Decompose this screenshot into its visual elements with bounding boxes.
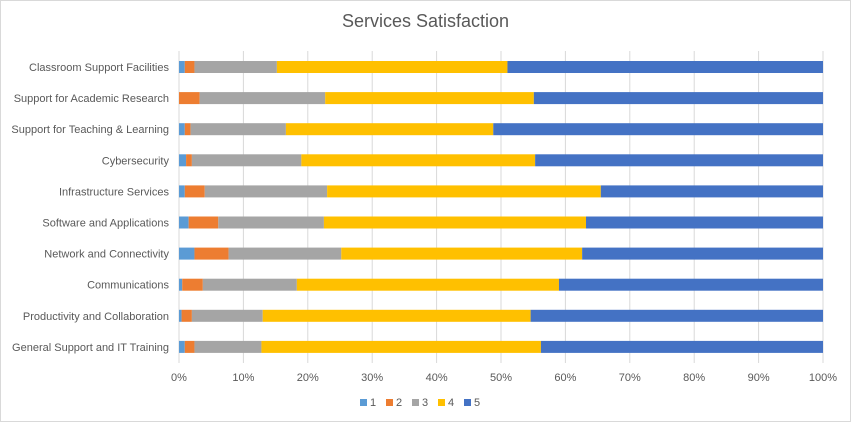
category-label: General Support and IT Training	[12, 342, 169, 354]
bar-segment-2	[194, 247, 229, 260]
category-label: Support for Teaching & Learning	[11, 124, 169, 136]
bar-segment-3	[194, 61, 277, 73]
x-tick-label: 50%	[490, 372, 512, 384]
bar-segment-2	[181, 309, 192, 322]
chart-title: Services Satisfaction	[341, 11, 510, 31]
bar-segment-5	[507, 61, 823, 73]
bar-segment-2	[184, 185, 205, 198]
legend-label: 5	[474, 397, 480, 409]
bar-segment-2	[182, 278, 203, 291]
bar-segment-2	[188, 216, 219, 229]
category-label: Productivity and Collaboration	[23, 311, 169, 323]
category-label: Cybersecurity	[102, 155, 170, 167]
category-label: Classroom Support Facilities	[29, 62, 169, 74]
bar-segment-1	[179, 309, 182, 322]
category-labels: Classroom Support Facilities Support for …	[11, 62, 169, 354]
bar-segment-3	[218, 216, 324, 229]
x-tick-label: 90%	[748, 372, 770, 384]
bar-segment-1	[179, 216, 189, 229]
bar-segment-4	[276, 61, 508, 73]
bar-segment-3	[190, 123, 286, 136]
bar-segment-2	[184, 61, 195, 73]
bar-segment-2	[186, 154, 192, 167]
bar-segment-2	[184, 340, 195, 353]
bar-segment-1	[179, 185, 185, 198]
bar-segment-3	[228, 247, 342, 260]
bar-segment-4	[296, 278, 559, 291]
legend-swatch-1	[360, 399, 367, 406]
bar-segment-1	[179, 340, 185, 353]
bar-segment-3	[191, 309, 263, 322]
bar-segment-3	[194, 340, 262, 353]
bar-segment-2	[184, 123, 191, 136]
x-tick-label: 100%	[809, 372, 837, 384]
bar-segment-1	[179, 123, 185, 136]
x-tick-label: 0%	[171, 372, 187, 384]
bar-segment-5	[558, 278, 823, 291]
bar-segment-4	[262, 309, 531, 322]
bar-segment-3	[191, 154, 302, 167]
bar-segment-5	[586, 216, 823, 229]
legend-swatch-2	[386, 399, 393, 406]
category-label: Infrastructure Services	[59, 186, 170, 198]
legend-label: 4	[448, 397, 454, 409]
category-label: Communications	[87, 280, 169, 292]
bar-segment-5	[493, 123, 823, 136]
bar-segment-3	[202, 278, 297, 291]
bar-segment-1	[179, 247, 195, 260]
bars	[179, 61, 823, 353]
bar-segment-1	[179, 278, 183, 291]
legend-swatch-4	[438, 399, 445, 406]
bar-segment-4	[327, 185, 601, 198]
bar-segment-1	[179, 61, 185, 73]
x-tick-label: 10%	[232, 372, 254, 384]
bar-segment-5	[533, 92, 823, 105]
bar-segment-5	[600, 185, 823, 198]
bar-segment-4	[301, 154, 536, 167]
x-tick-label: 70%	[619, 372, 641, 384]
category-label: Software and Applications	[42, 218, 169, 230]
bar-segment-5	[540, 340, 823, 353]
x-tick-label: 30%	[361, 372, 383, 384]
x-tick-label: 60%	[554, 372, 576, 384]
x-tick-label: 80%	[683, 372, 705, 384]
category-label: Network and Connectivity	[44, 249, 169, 261]
bar-segment-5	[535, 154, 823, 167]
x-tick-label: 40%	[426, 372, 448, 384]
legend-swatch-5	[464, 399, 471, 406]
bar-segment-2	[179, 92, 200, 105]
bar-segment-5	[530, 309, 823, 322]
bar-segment-5	[582, 247, 823, 260]
legend-label: 1	[370, 397, 376, 409]
bar-segment-4	[323, 216, 587, 229]
legend-swatch-3	[412, 399, 419, 406]
bar-segment-4	[341, 247, 583, 260]
bar-segment-3	[204, 185, 328, 198]
bar-segment-1	[179, 154, 187, 167]
category-label: Support for Academic Research	[14, 93, 169, 105]
legend: 1 2 3 4 5	[360, 397, 480, 409]
bar-segment-3	[199, 92, 326, 105]
x-tick-label: 20%	[297, 372, 319, 384]
x-tick-labels: 0% 10% 20% 30% 40% 50% 60% 70% 80% 90% 100%	[171, 372, 837, 384]
bar-segment-4	[285, 123, 494, 136]
bar-segment-4	[261, 340, 541, 353]
legend-label: 3	[422, 397, 428, 409]
bar-segment-4	[325, 92, 534, 105]
legend-label: 2	[396, 397, 402, 409]
